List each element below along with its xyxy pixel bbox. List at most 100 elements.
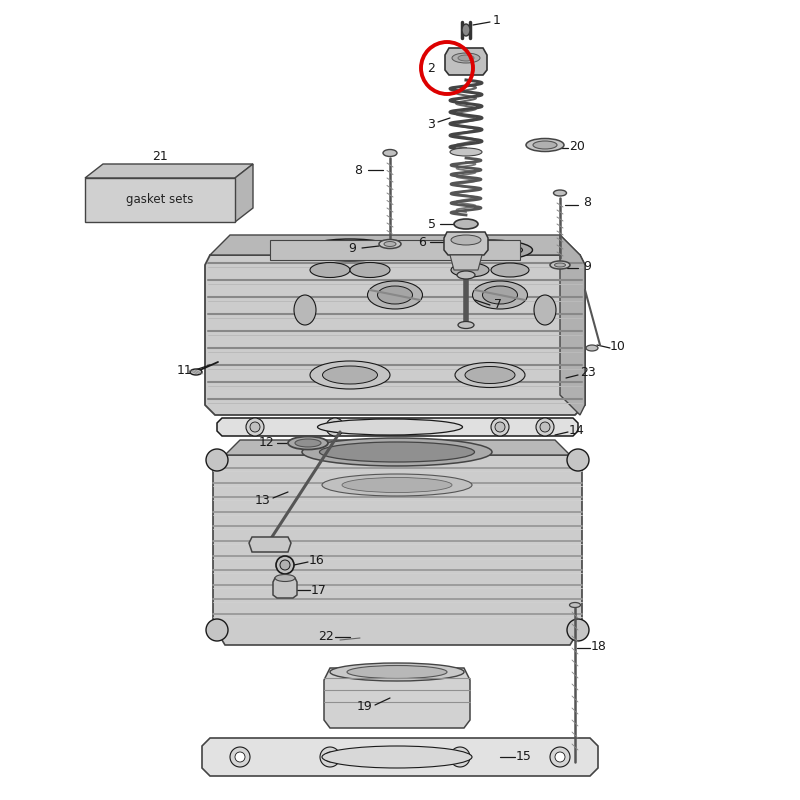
Ellipse shape bbox=[526, 138, 564, 151]
Text: 14: 14 bbox=[569, 423, 585, 437]
Ellipse shape bbox=[302, 438, 492, 466]
Text: 16: 16 bbox=[309, 554, 325, 566]
Circle shape bbox=[540, 422, 550, 432]
Ellipse shape bbox=[384, 242, 396, 246]
Bar bbox=[270, 240, 520, 260]
Ellipse shape bbox=[458, 243, 522, 257]
Ellipse shape bbox=[462, 24, 470, 36]
Polygon shape bbox=[324, 668, 470, 728]
Ellipse shape bbox=[451, 263, 489, 277]
Ellipse shape bbox=[554, 190, 566, 196]
Text: 6: 6 bbox=[418, 235, 426, 249]
Text: 9: 9 bbox=[348, 242, 356, 254]
Ellipse shape bbox=[379, 239, 401, 249]
Polygon shape bbox=[450, 255, 482, 270]
Ellipse shape bbox=[295, 439, 321, 447]
Ellipse shape bbox=[458, 55, 474, 61]
Ellipse shape bbox=[330, 663, 464, 681]
Ellipse shape bbox=[452, 53, 480, 63]
Circle shape bbox=[450, 747, 470, 767]
Polygon shape bbox=[85, 164, 253, 178]
Ellipse shape bbox=[288, 437, 328, 450]
Ellipse shape bbox=[367, 281, 422, 309]
Circle shape bbox=[491, 418, 509, 436]
Ellipse shape bbox=[465, 366, 515, 383]
Circle shape bbox=[276, 556, 294, 574]
Circle shape bbox=[550, 747, 570, 767]
Circle shape bbox=[495, 422, 505, 432]
Polygon shape bbox=[249, 537, 291, 552]
Text: 5: 5 bbox=[428, 218, 436, 230]
Text: 3: 3 bbox=[427, 118, 435, 131]
Circle shape bbox=[325, 752, 335, 762]
Circle shape bbox=[536, 418, 554, 436]
Ellipse shape bbox=[533, 141, 557, 149]
Polygon shape bbox=[445, 48, 487, 75]
Ellipse shape bbox=[473, 281, 527, 309]
Circle shape bbox=[235, 752, 245, 762]
Text: 19: 19 bbox=[357, 699, 373, 713]
Ellipse shape bbox=[458, 322, 474, 329]
Text: 7: 7 bbox=[494, 298, 502, 311]
Ellipse shape bbox=[451, 235, 481, 245]
Circle shape bbox=[280, 560, 290, 570]
Polygon shape bbox=[235, 164, 253, 222]
Text: 22: 22 bbox=[318, 630, 334, 643]
Circle shape bbox=[206, 619, 228, 641]
Text: 8: 8 bbox=[583, 197, 591, 210]
Polygon shape bbox=[213, 455, 582, 645]
Polygon shape bbox=[444, 232, 488, 255]
Text: 11: 11 bbox=[177, 363, 193, 377]
Ellipse shape bbox=[586, 345, 598, 351]
Ellipse shape bbox=[383, 150, 397, 157]
Ellipse shape bbox=[294, 295, 316, 325]
Ellipse shape bbox=[347, 666, 447, 678]
Text: 13: 13 bbox=[255, 494, 271, 506]
Ellipse shape bbox=[570, 602, 581, 607]
Text: 1: 1 bbox=[493, 14, 501, 26]
Ellipse shape bbox=[491, 263, 529, 277]
Ellipse shape bbox=[322, 366, 378, 384]
Circle shape bbox=[250, 422, 260, 432]
Circle shape bbox=[567, 449, 589, 471]
Ellipse shape bbox=[554, 263, 566, 267]
Circle shape bbox=[455, 752, 465, 762]
Circle shape bbox=[555, 752, 565, 762]
Text: 9: 9 bbox=[583, 259, 591, 273]
Circle shape bbox=[230, 747, 250, 767]
Ellipse shape bbox=[455, 362, 525, 387]
Circle shape bbox=[206, 449, 228, 471]
Ellipse shape bbox=[315, 242, 385, 258]
Text: 18: 18 bbox=[591, 639, 607, 653]
Polygon shape bbox=[560, 235, 585, 415]
Polygon shape bbox=[202, 738, 598, 776]
Ellipse shape bbox=[450, 148, 482, 156]
Text: 21: 21 bbox=[152, 150, 168, 162]
Bar bbox=[85, 178, 235, 222]
Circle shape bbox=[330, 422, 340, 432]
Circle shape bbox=[320, 747, 340, 767]
Ellipse shape bbox=[482, 286, 518, 304]
Circle shape bbox=[326, 418, 344, 436]
Ellipse shape bbox=[350, 262, 390, 278]
Ellipse shape bbox=[190, 369, 202, 375]
Ellipse shape bbox=[378, 286, 413, 304]
Ellipse shape bbox=[275, 574, 295, 582]
Polygon shape bbox=[205, 255, 585, 415]
Text: 23: 23 bbox=[580, 366, 596, 379]
Text: 2: 2 bbox=[427, 62, 435, 74]
Ellipse shape bbox=[322, 746, 472, 768]
Text: 12: 12 bbox=[259, 437, 275, 450]
Ellipse shape bbox=[302, 239, 398, 261]
Ellipse shape bbox=[550, 261, 570, 269]
Text: 20: 20 bbox=[569, 139, 585, 153]
Ellipse shape bbox=[318, 419, 462, 435]
Ellipse shape bbox=[447, 240, 533, 260]
Polygon shape bbox=[225, 440, 570, 455]
Ellipse shape bbox=[310, 361, 390, 389]
Circle shape bbox=[567, 619, 589, 641]
Text: gasket sets: gasket sets bbox=[126, 194, 194, 206]
Ellipse shape bbox=[322, 474, 472, 496]
Text: 8: 8 bbox=[354, 163, 362, 177]
Polygon shape bbox=[273, 578, 297, 598]
